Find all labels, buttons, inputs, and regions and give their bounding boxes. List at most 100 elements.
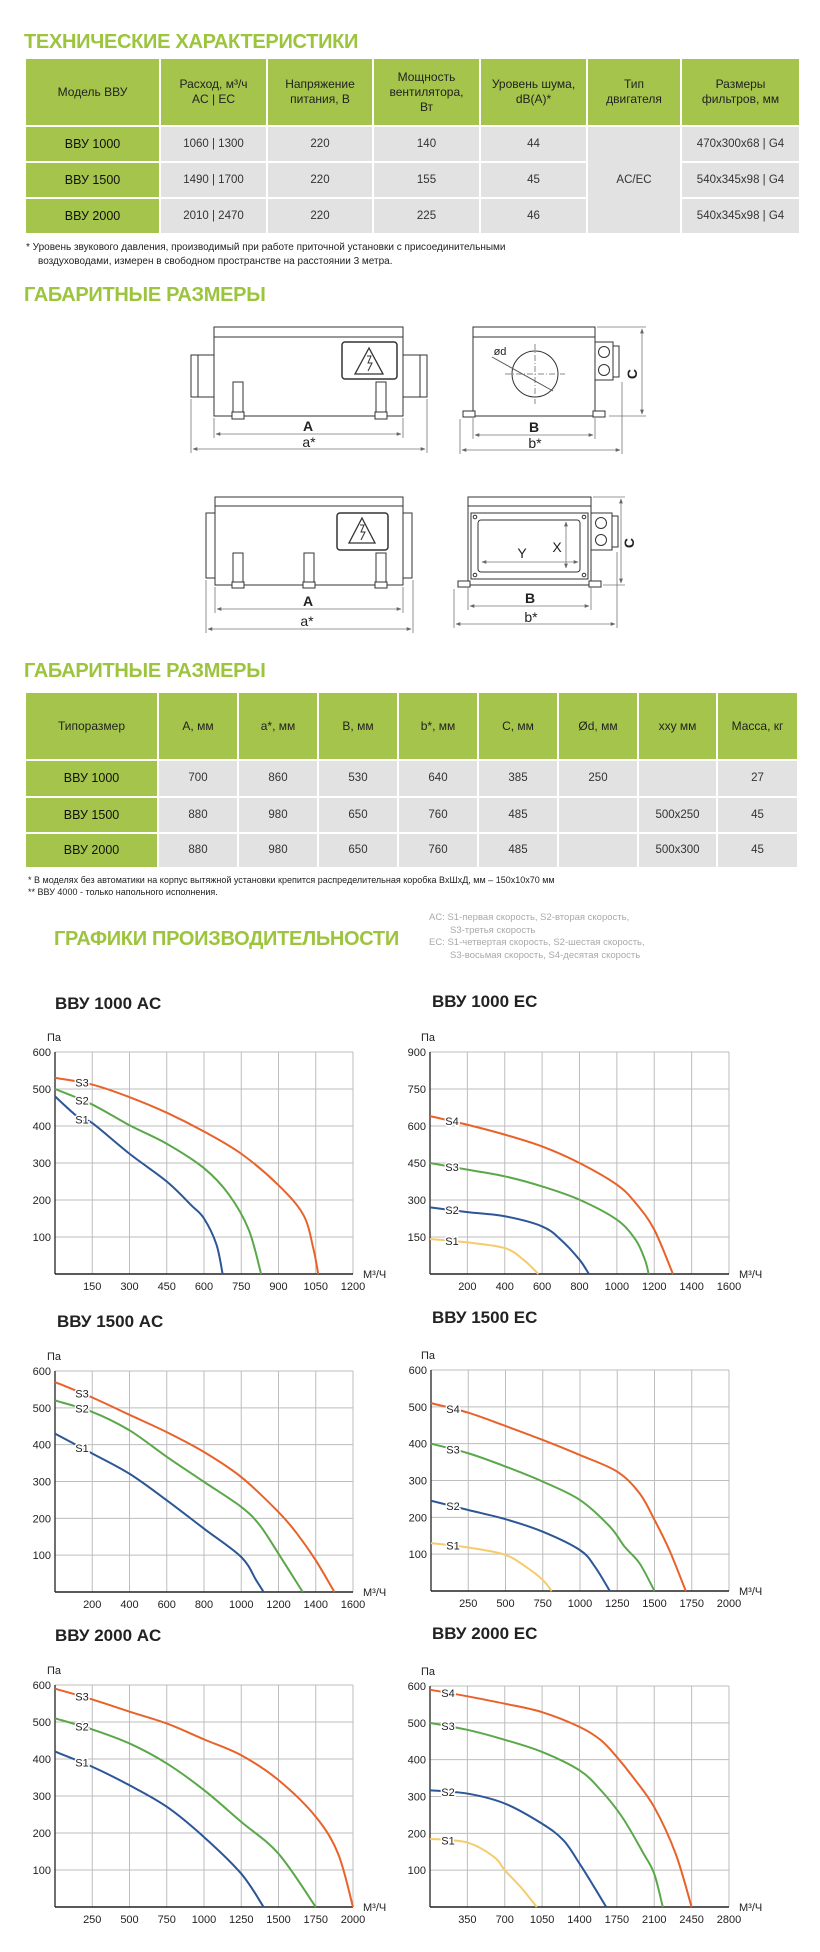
cell-mass: 27 (718, 761, 797, 796)
x-tick-label: 400 (120, 1599, 138, 1611)
y-tick-label: 200 (409, 1512, 427, 1524)
drawings-section-title: ГАБАРИТНЫЕ РАЗМЕРЫ (24, 284, 266, 306)
x-tick-label: 1000 (192, 1914, 216, 1926)
table-header-row: Типоразмер А, мм a*, мм B, мм b*, мм C, … (26, 693, 797, 759)
header-voltage: Напряжение питания, В (268, 59, 372, 125)
series-line-s1 (429, 1237, 540, 1275)
x-tick-label: 1750 (304, 1914, 328, 1926)
x-tick-label: 1000 (568, 1598, 592, 1610)
x-tick-label: 1600 (341, 1599, 365, 1611)
dim-label-a-star: a* (302, 434, 316, 450)
header-model: Модель ВВУ (26, 59, 159, 125)
cell-voltage: 220 (268, 163, 372, 197)
y-tick-label: 500 (408, 1718, 426, 1730)
table-row: ВВУ 2000 880 980 650 760 485 500x300 45 (26, 834, 797, 867)
series-label-s3: S3 (445, 1162, 458, 1174)
cell-A: 880 (159, 834, 237, 867)
series-line-s1 (429, 1837, 538, 1908)
x-tick-label: 600 (195, 1281, 213, 1293)
chart-title-vvu2000-ac: ВВУ 2000 AC (55, 1626, 162, 1645)
header-noise: Уровень шума, dB(A)* (481, 59, 586, 125)
cell-diameter (559, 834, 637, 867)
cell-xxy: 500x250 (639, 798, 716, 832)
x-tick-label: 750 (158, 1914, 176, 1926)
y-tick-label: 200 (408, 1828, 426, 1840)
series-line-s2 (429, 1789, 608, 1908)
dims-footnote-line1: * В моделях без автоматики на корпус выт… (28, 875, 555, 885)
x-tick-label: 250 (83, 1914, 101, 1926)
x-tick-label: 2000 (717, 1598, 741, 1610)
x-tick-label: 1050 (530, 1914, 554, 1926)
x-tick-label: 350 (458, 1914, 476, 1926)
tech-section-title: ТЕХНИЧЕСКИЕ ХАРАКТЕРИСТИКИ (24, 31, 359, 53)
y-tick-label: 100 (33, 1232, 51, 1244)
series-label-s3: S3 (75, 1388, 88, 1400)
dim-label-X: X (552, 539, 562, 555)
dim-label-b-star: b* (528, 435, 542, 451)
header-power: Мощность вентилятора, Вт (374, 59, 479, 125)
y-tick-label: 750 (408, 1084, 426, 1096)
x-tick-label: 1500 (266, 1914, 290, 1926)
chart-title-vvu1000-ec: ВВУ 1000 EC (432, 992, 538, 1011)
unit-side-view-drawing (190, 326, 428, 420)
cell-size: ВВУ 1000 (26, 761, 157, 796)
x-tick-label: 1000 (229, 1599, 253, 1611)
series-line-s1 (54, 1095, 224, 1275)
x-tick-label: 1400 (679, 1281, 703, 1293)
x-tick-label: 900 (269, 1281, 287, 1293)
x-tick-label: 1050 (304, 1281, 328, 1293)
x-axis-label: М³/Ч (739, 1269, 762, 1281)
chart-3: 250 500 750 1000 1250 1500 1750 2000 100 200 300 40… (409, 1365, 763, 1610)
series-label-s4: S4 (446, 1404, 459, 1416)
x-axis-label: М³/Ч (363, 1587, 386, 1599)
cell-b-star: 760 (399, 798, 477, 832)
cell-noise: 46 (481, 199, 586, 233)
series-label-s3: S3 (75, 1691, 88, 1703)
header-b-star: b*, мм (399, 693, 477, 759)
dim-label-diameter: ød (494, 346, 507, 358)
y-tick-label: 100 (408, 1865, 426, 1877)
x-tick-label: 1200 (266, 1599, 290, 1611)
dim-label-b-star-alt: b* (524, 609, 538, 625)
chart-title-vvu1500-ac: ВВУ 1500 AC (57, 1312, 164, 1331)
x-tick-label: 800 (570, 1281, 588, 1293)
y-tick-label: 900 (408, 1047, 426, 1059)
x-tick-label: 2100 (642, 1914, 666, 1926)
unit-end-view-drawing (462, 326, 620, 418)
header-flow: Расход, м³/ч AC | EC (161, 59, 266, 125)
chart-2: 200 400 600 800 1000 1200 1400 1600 100 200 300 400… (33, 1366, 387, 1611)
series-line-s4 (429, 1115, 674, 1275)
series-line-s3 (54, 1076, 320, 1275)
cell-flow: 1060 | 1300 (161, 127, 266, 161)
x-tick-label: 1200 (642, 1281, 666, 1293)
unit-end-view-drawing-alt (457, 496, 619, 588)
dimensions-table: Типоразмер А, мм a*, мм B, мм b*, мм C, … (24, 691, 799, 869)
x-tick-label: 500 (496, 1598, 514, 1610)
header-C: C, мм (479, 693, 557, 759)
x-tick-label: 300 (120, 1281, 138, 1293)
mounting-bracket-icon (374, 552, 388, 589)
tech-specs-table: Модель ВВУ Расход, м³/ч AC | EC Напряжен… (24, 57, 801, 235)
x-tick-label: 1750 (605, 1914, 629, 1926)
dim-label-C-alt: C (621, 538, 637, 548)
chart-1: 200 400 600 800 1000 1200 1400 1600 150 300 450 600… (408, 1047, 763, 1293)
cell-flow: 1490 | 1700 (161, 163, 266, 197)
cell-filter: 470x300x68 | G4 (682, 127, 799, 161)
series-line-s1 (54, 1432, 265, 1593)
cell-power: 140 (374, 127, 479, 161)
y-tick-label: 100 (33, 1865, 51, 1877)
cell-a-star: 860 (239, 761, 317, 796)
x-tick-label: 750 (534, 1598, 552, 1610)
x-tick-label: 500 (120, 1914, 138, 1926)
series-label-s4: S4 (441, 1688, 454, 1700)
cell-a-star: 980 (239, 798, 317, 832)
y-tick-label: 300 (409, 1476, 427, 1488)
y-tick-label: 500 (409, 1402, 427, 1414)
cell-size: ВВУ 1500 (26, 798, 157, 832)
cell-flow: 2010 | 2470 (161, 199, 266, 233)
header-filter-size: Размеры фильтров, мм (682, 59, 799, 125)
chart-title-vvu1500-ec: ВВУ 1500 EC (432, 1308, 538, 1327)
series-line-s2 (54, 1399, 304, 1593)
speed-legend: AC: S1-первая скорость, S2-вторая скорос… (429, 912, 645, 962)
y-tick-label: 300 (408, 1792, 426, 1804)
